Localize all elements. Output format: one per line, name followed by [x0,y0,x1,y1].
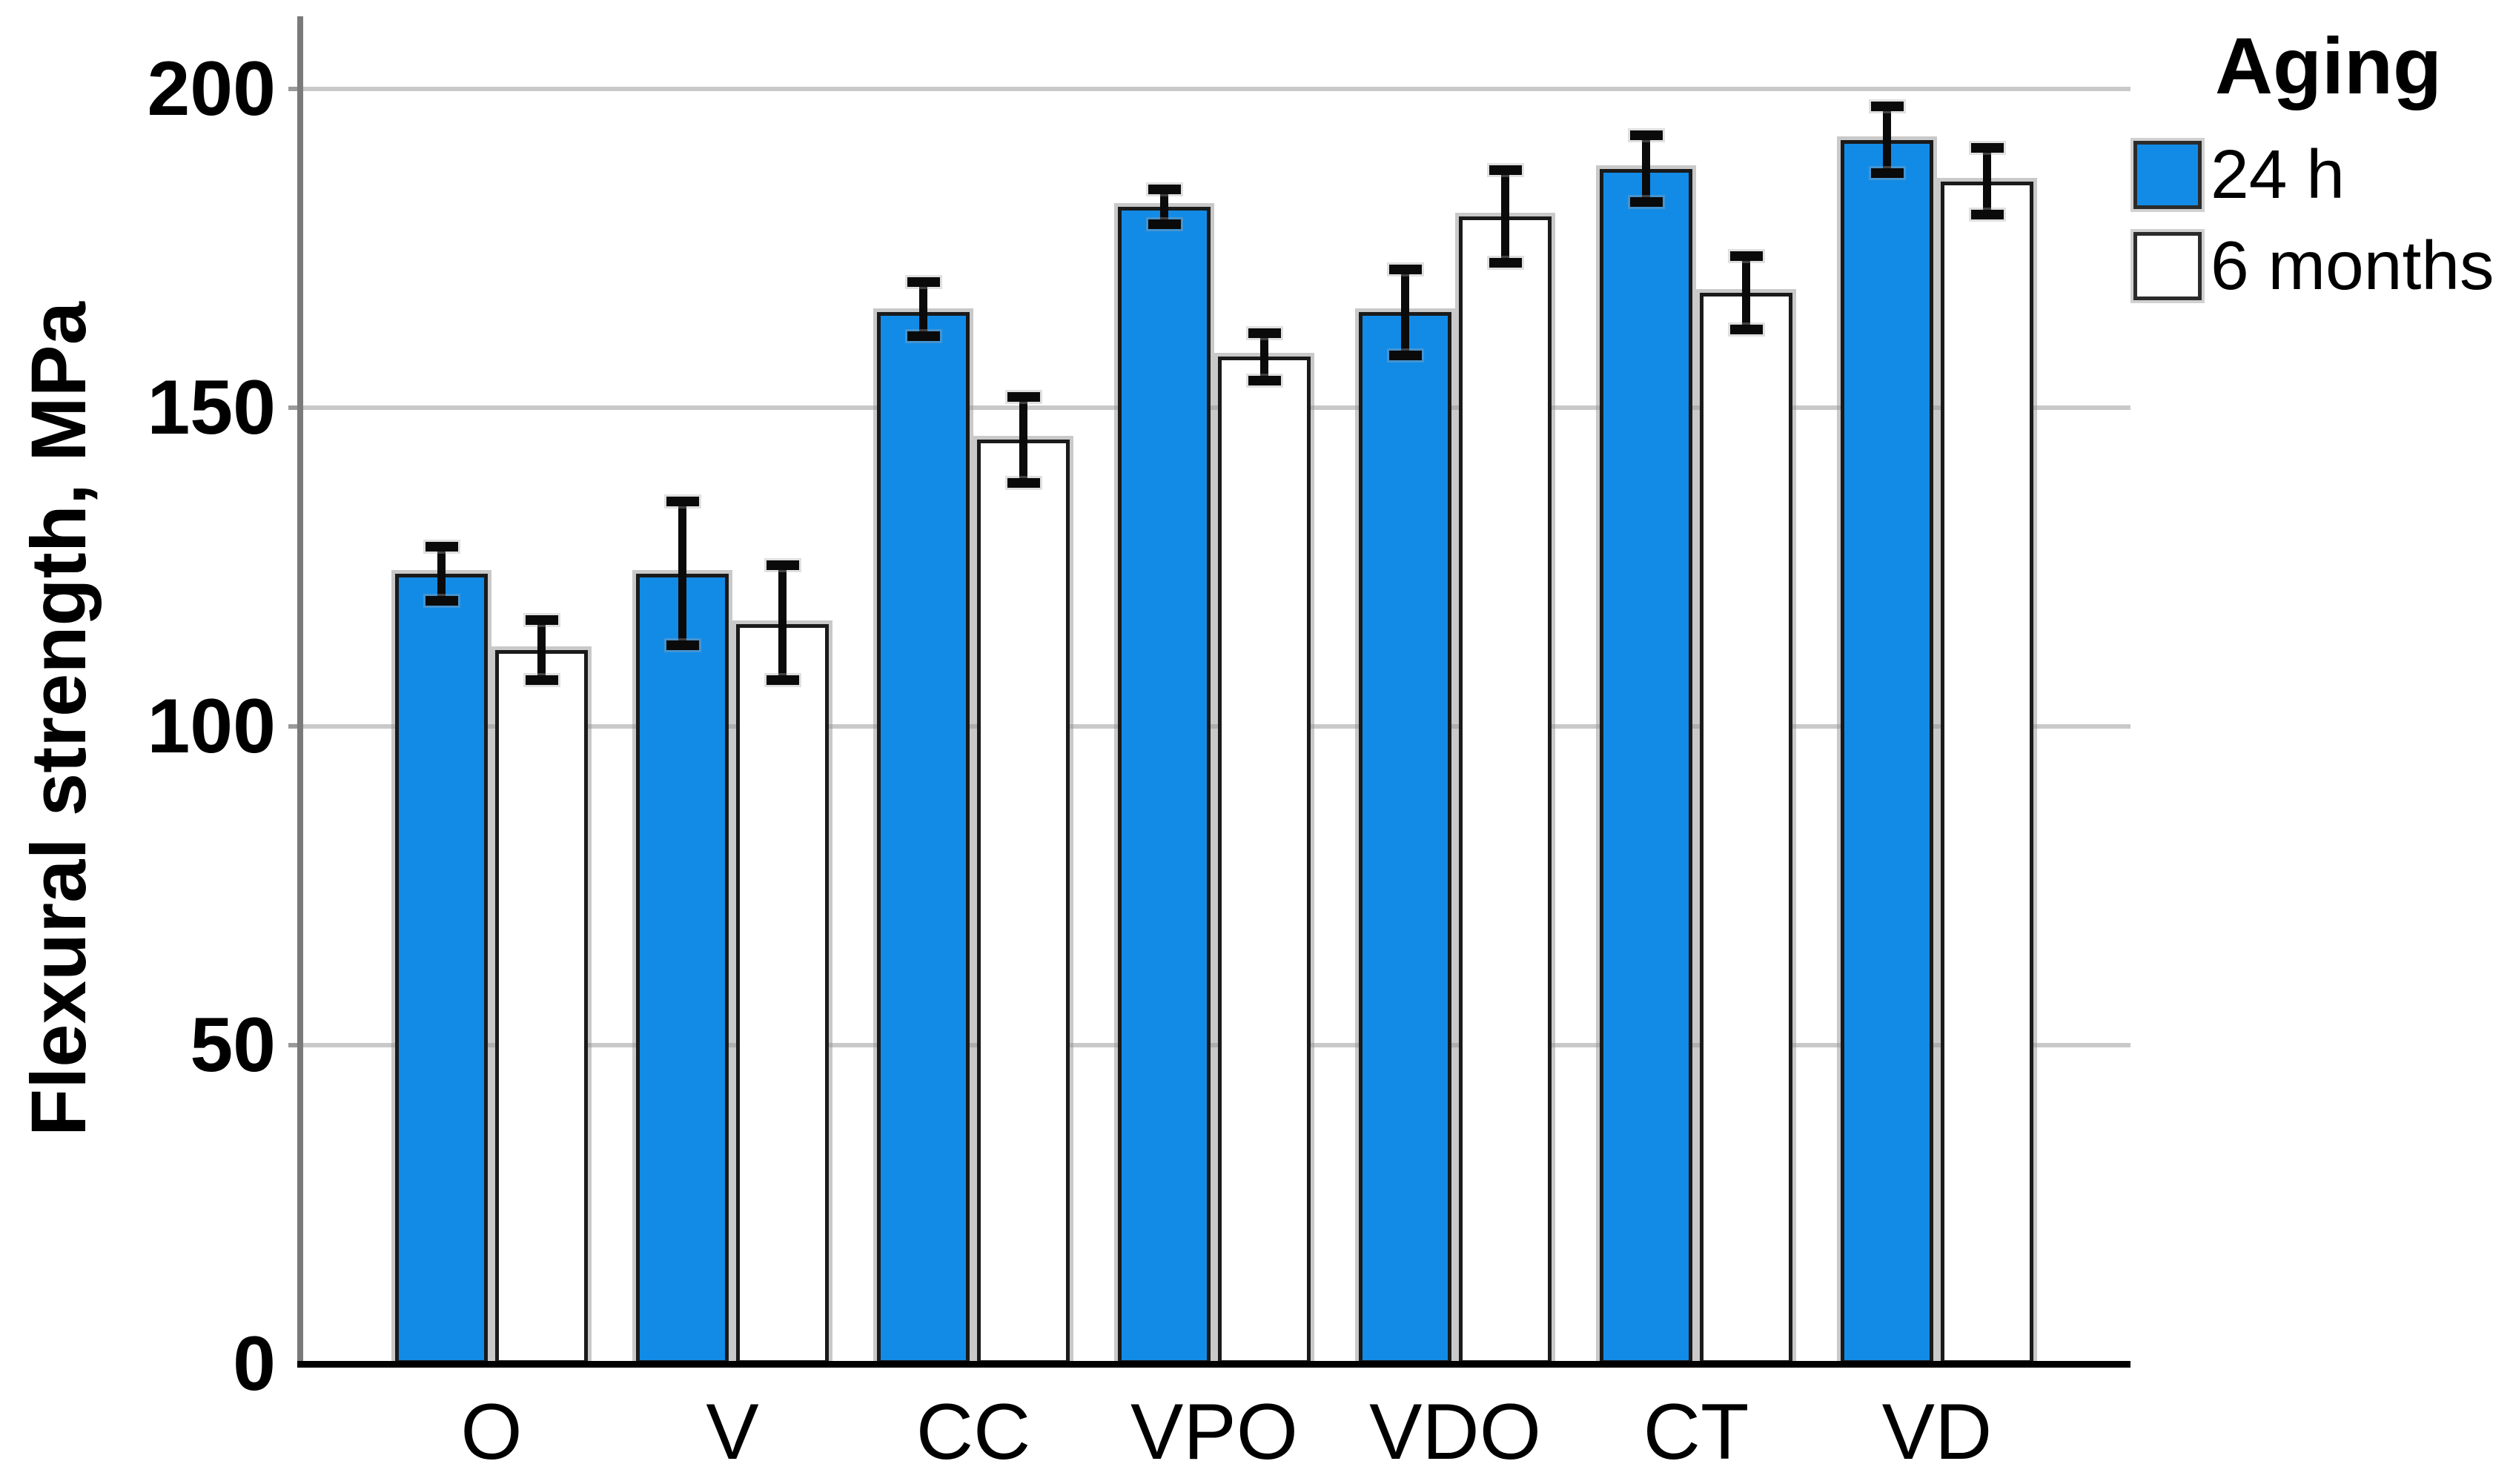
legend-label-24h: 24 h [2211,136,2345,213]
x-tick-label-VD: VD [1881,1387,1993,1476]
y-tick-label-50: 50 [190,1002,276,1088]
error-bar-VD-24h [1870,102,1904,179]
error-bar-VDO-6months [1489,165,1522,268]
legend-swatch-6months [2133,232,2202,300]
legend-swatch-24h [2133,141,2202,209]
bar-CC-24h [877,312,970,1364]
error-cap-top [425,541,458,551]
legend: Aging 24 h 6 months [2126,22,2513,341]
error-cap-top [1148,185,1181,194]
y-axis-tick-150 [288,405,300,410]
error-bar-CT-6months [1729,251,1763,335]
x-tick-label-CT: CT [1643,1387,1749,1476]
gridline-200 [289,87,2130,91]
x-tick-label-V: V [706,1387,759,1476]
error-cap-top [1248,328,1281,338]
bar-VPO-24h [1118,207,1211,1364]
y-tick-label-150: 150 [147,365,276,451]
error-bar-shaft [778,560,787,686]
error-bar-CC-24h [907,276,940,341]
y-axis-tick-100 [288,724,300,729]
error-cap-top [1007,391,1040,402]
error-bar-shaft [678,497,686,650]
error-cap-bottom [1870,168,1904,179]
error-bar-shaft [537,615,546,686]
y-tick-label-100: 100 [147,683,276,769]
error-bar-shaft [1401,264,1409,360]
error-bar-VPO-6months [1248,328,1281,385]
bar-VPO-6months [1218,357,1311,1364]
x-tick-label-VDO: VDO [1369,1387,1541,1476]
bar-VD-24h [1841,139,1933,1364]
y-axis-tick-200 [288,87,300,91]
error-bar-shaft [437,541,446,606]
error-cap-bottom [766,675,799,686]
bar-O-6months [495,649,588,1364]
x-tick-label-VPO: VPO [1130,1387,1298,1476]
error-cap-bottom [1489,257,1522,268]
error-bar-V-24h [666,497,699,650]
bar-VD-6months [1941,181,2033,1364]
legend-title: Aging [2215,21,2442,110]
error-cap-bottom [1148,219,1181,230]
error-cap-bottom [907,331,940,341]
error-bar-V-6months [766,560,799,686]
bar-CT-6months [1700,293,1792,1364]
error-cap-bottom [666,640,699,650]
error-cap-top [525,615,558,625]
error-cap-top [1970,143,2004,153]
error-cap-bottom [425,595,458,606]
error-cap-bottom [1248,375,1281,385]
y-axis-tick-50 [288,1043,300,1047]
error-bar-shaft [1501,165,1509,268]
error-bar-O-24h [425,541,458,606]
error-cap-bottom [525,675,558,686]
error-bar-shaft [1883,102,1891,179]
error-bar-shaft [1742,251,1750,335]
error-bar-shaft [1983,143,1991,220]
error-bar-VDO-24h [1388,264,1422,360]
bar-CC-6months [977,440,1070,1364]
error-cap-top [907,276,940,287]
error-bar-CC-6months [1007,391,1040,488]
error-cap-top [1388,264,1422,274]
error-cap-bottom [1970,210,2004,220]
y-axis-line [297,16,303,1368]
error-bar-shaft [1260,328,1268,385]
bar-VDO-24h [1359,312,1451,1364]
error-bar-VD-6months [1970,143,2004,220]
error-cap-top [1629,130,1663,140]
error-bar-shaft [1160,185,1168,230]
error-cap-bottom [1007,477,1040,488]
x-axis-line [297,1361,2130,1368]
y-tick-label-200: 200 [147,46,276,132]
error-cap-top [1729,251,1763,262]
x-tick-label-CC: CC [916,1387,1031,1476]
bar-O-24h [395,573,488,1364]
error-bar-O-6months [525,615,558,686]
error-cap-top [666,497,699,507]
error-cap-top [766,560,799,571]
error-bar-VPO-24h [1148,185,1181,230]
error-cap-top [1489,165,1522,176]
y-tick-label-0: 0 [233,1321,276,1407]
bar-V-24h [636,573,729,1364]
bar-V-6months [736,624,829,1364]
x-tick-label-O: O [460,1387,523,1476]
error-cap-bottom [1629,197,1663,208]
error-cap-bottom [1388,350,1422,360]
error-bar-shaft [1642,130,1650,208]
error-bar-shaft [919,276,927,341]
bar-CT-24h [1600,168,1692,1364]
error-cap-top [1870,102,1904,112]
error-bar-shaft [1019,391,1027,488]
error-cap-bottom [1729,325,1763,335]
legend-label-6months: 6 months [2211,227,2494,304]
error-bar-CT-24h [1629,130,1663,208]
bar-VDO-6months [1459,216,1552,1364]
